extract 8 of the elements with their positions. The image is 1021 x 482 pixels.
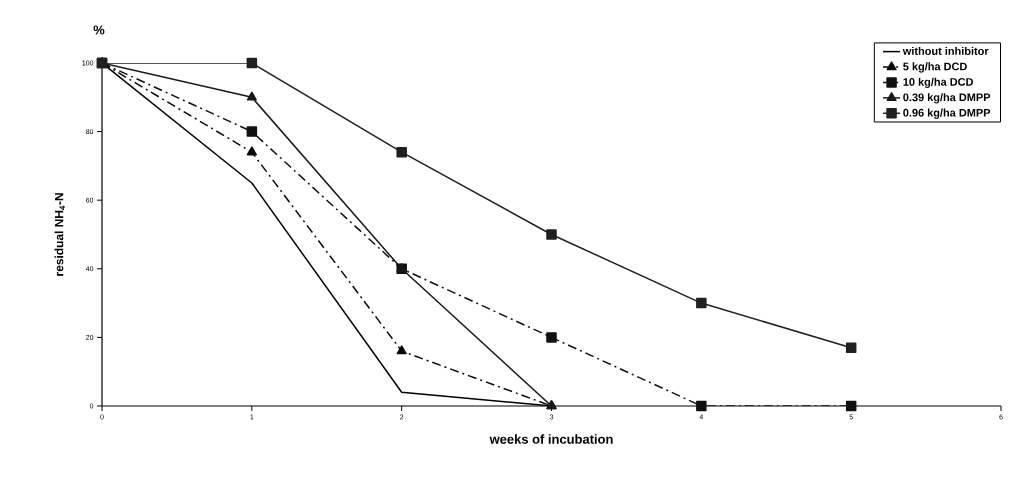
y-axis-title: residual NH$_{4}$-N	[54, 193, 66, 276]
legend-label: 0.96 kg/ha DMPP	[903, 108, 991, 119]
legend-label: 10 kg/ha DCD	[903, 77, 973, 88]
legend-label: 0.39 kg/ha DMPP	[903, 93, 991, 104]
text: %	[93, 25, 105, 35]
legend-label: 5 kg/ha DCD	[903, 62, 967, 73]
legend-label: without inhibitor	[902, 46, 989, 55]
x-axis-title: weeks of incubation	[489, 434, 613, 444]
